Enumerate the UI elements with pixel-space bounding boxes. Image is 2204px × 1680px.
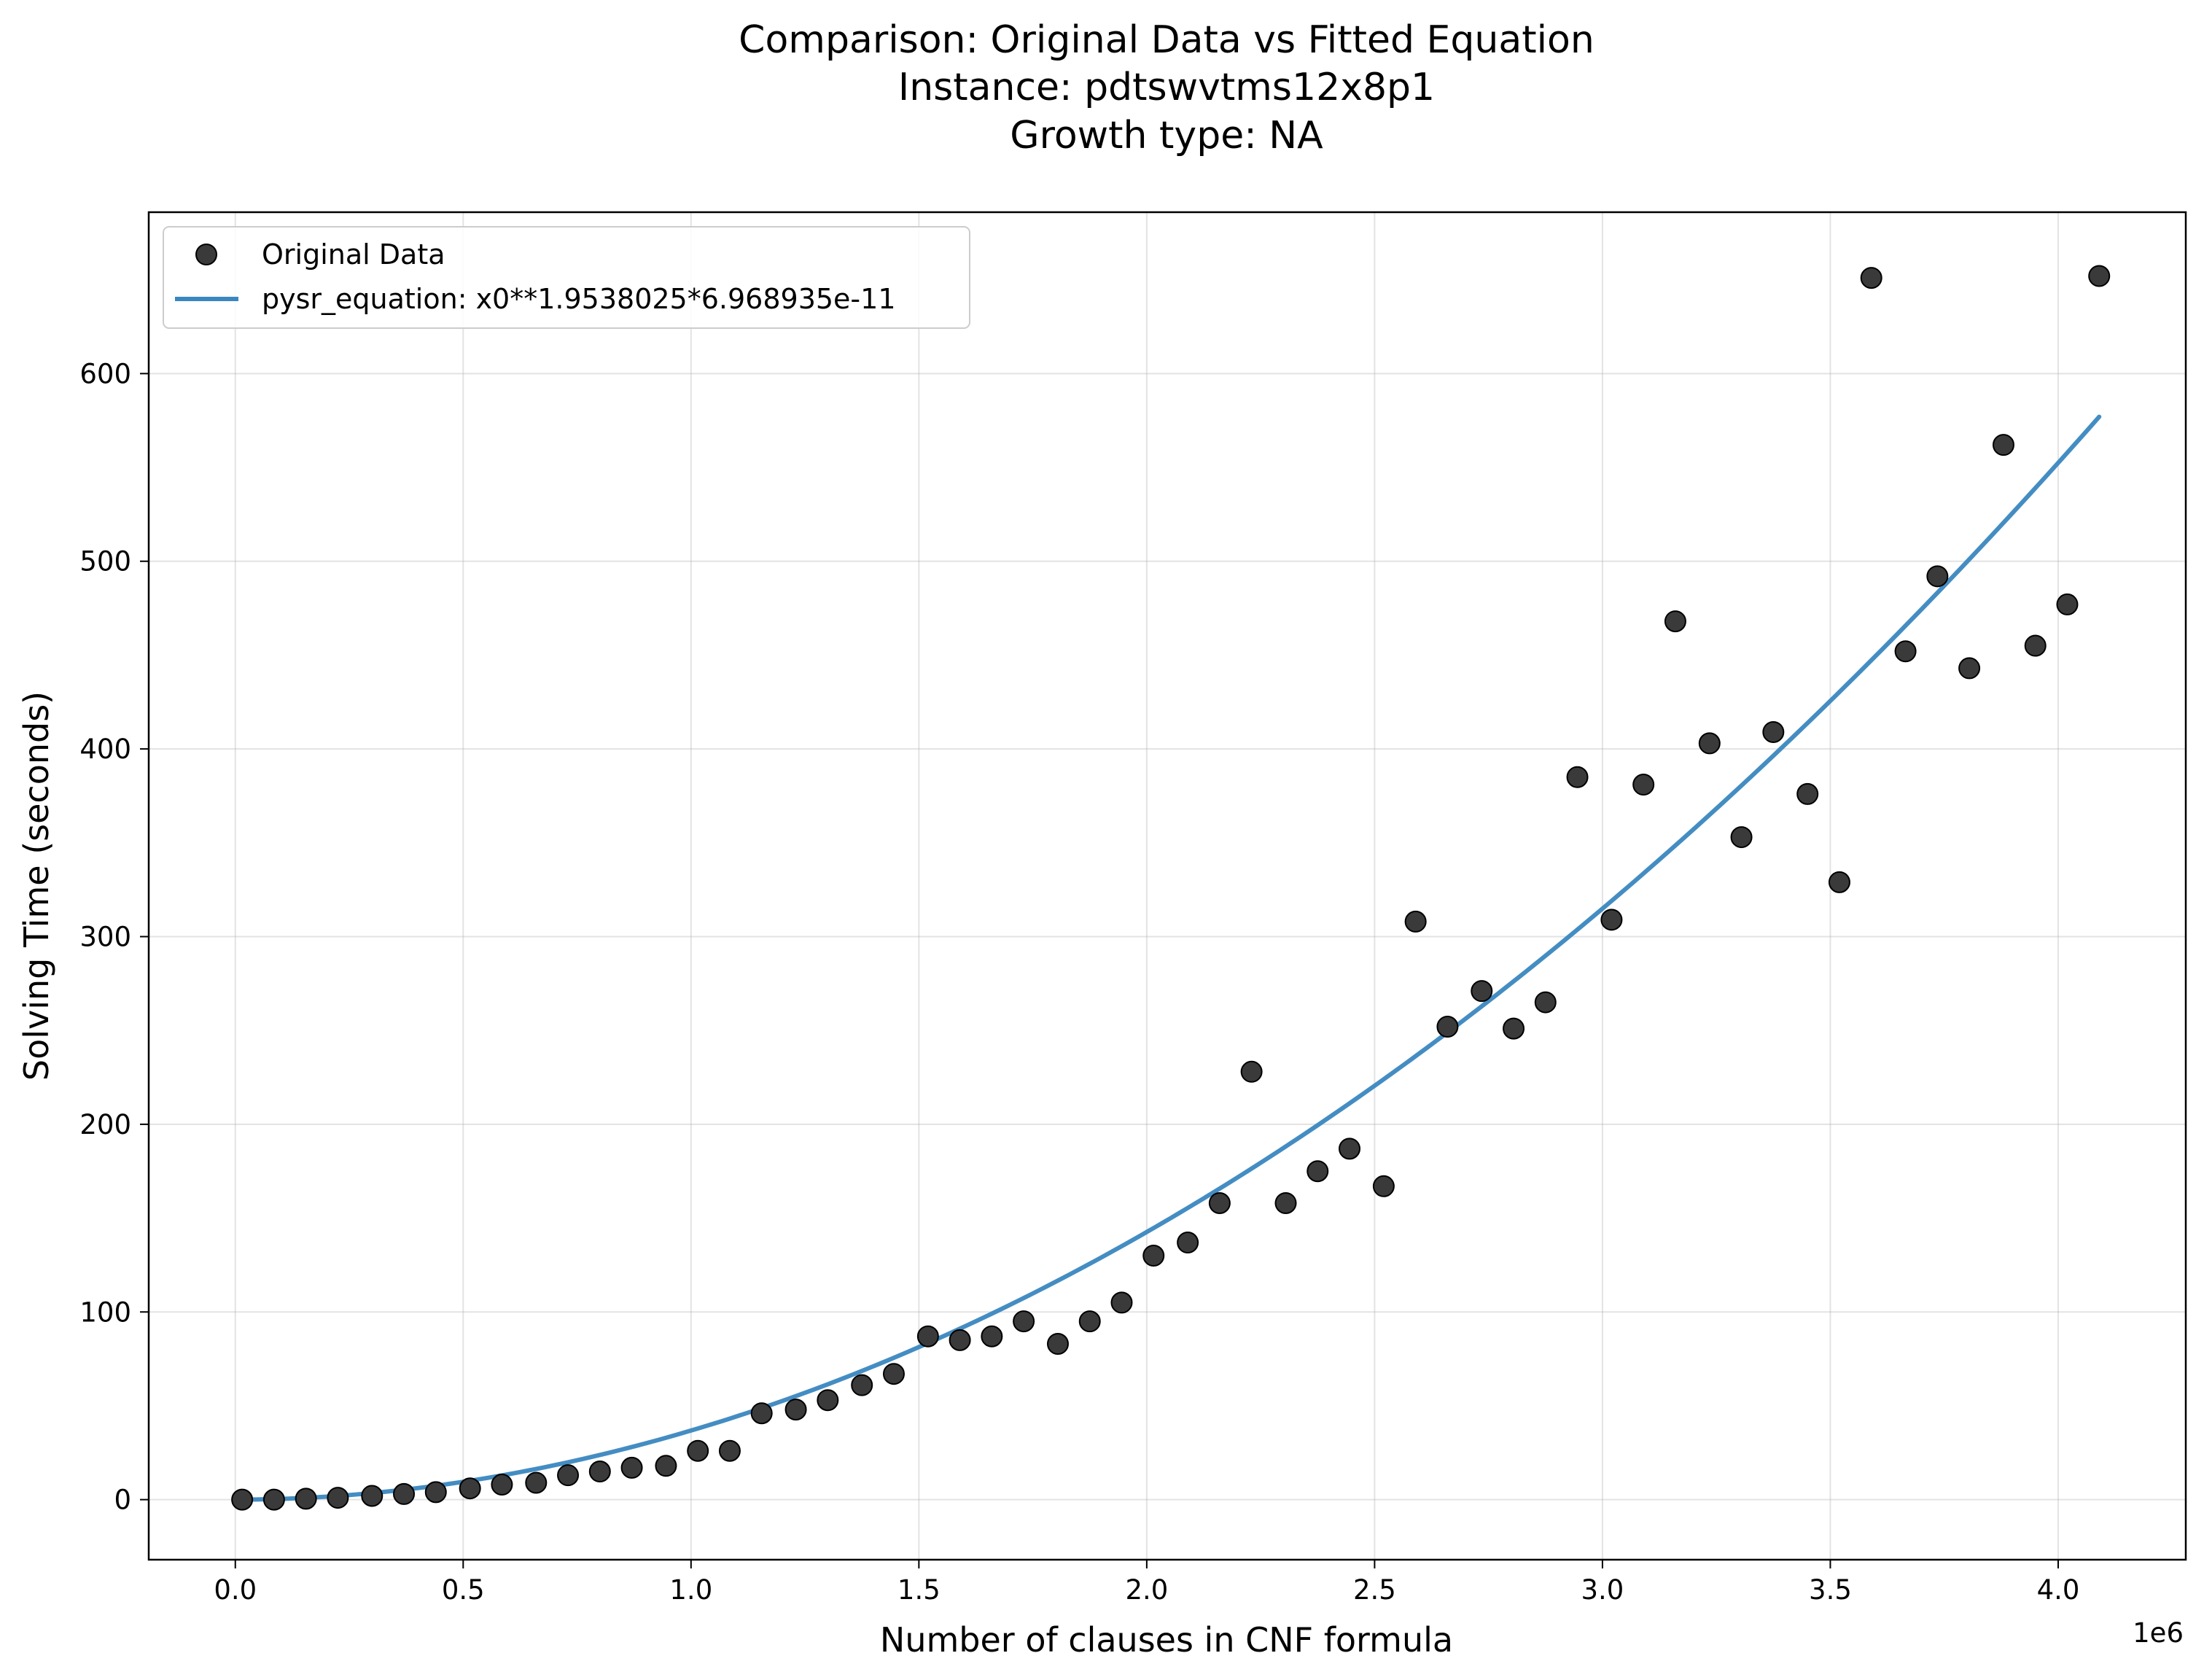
y-axis-label: Solving Time (seconds) — [17, 691, 56, 1081]
data-point — [2088, 265, 2111, 287]
data-point — [916, 1325, 939, 1348]
data-point — [1566, 766, 1589, 788]
data-point — [2024, 634, 2047, 657]
y-tick-label: 0 — [114, 1485, 131, 1516]
data-point — [1762, 720, 1785, 743]
data-point — [718, 1439, 741, 1462]
data-point — [588, 1461, 611, 1483]
data-point — [750, 1402, 773, 1425]
data-point — [1404, 910, 1427, 933]
data-point — [525, 1471, 548, 1494]
data-point — [295, 1488, 317, 1510]
x-tick-label: 0.5 — [442, 1574, 485, 1606]
data-point — [687, 1439, 709, 1462]
data-point — [817, 1389, 839, 1412]
fit-line-layer — [240, 414, 2102, 1502]
y-tick-label: 200 — [79, 1109, 131, 1140]
data-point — [459, 1477, 481, 1500]
y-tick-label: 300 — [79, 921, 131, 952]
x-tick-label: 3.5 — [1809, 1574, 1852, 1606]
data-points — [231, 265, 2111, 1511]
data-point — [1894, 640, 1917, 663]
data-point — [1339, 1138, 1361, 1160]
data-point — [361, 1485, 383, 1507]
data-point — [1992, 434, 2014, 456]
x-tick-label: 0.0 — [214, 1574, 257, 1606]
data-point — [491, 1474, 513, 1496]
x-tick-label: 2.5 — [1353, 1574, 1396, 1606]
data-point — [784, 1399, 807, 1421]
data-point — [1307, 1160, 1329, 1183]
y-tick-label: 600 — [79, 358, 131, 389]
data-point — [231, 1488, 254, 1511]
legend-box — [163, 226, 970, 329]
data-point — [1240, 1060, 1263, 1083]
x-axis-label: Number of clauses in CNF formula — [880, 1620, 1453, 1660]
data-point — [949, 1329, 971, 1351]
data-point — [1926, 565, 1949, 588]
data-point — [2056, 593, 2079, 615]
chart-title-line-3: Growth type: NA — [1010, 114, 1323, 158]
data-point — [1013, 1310, 1035, 1333]
x-axis-offset-label: 1e6 — [2133, 1617, 2184, 1649]
data-point — [1471, 980, 1493, 1003]
legend-label-original-data: Original Data — [262, 238, 445, 271]
x-tick-label: 1.5 — [897, 1574, 941, 1606]
data-point — [1142, 1245, 1165, 1267]
x-tick-label: 1.0 — [669, 1574, 712, 1606]
data-point — [1078, 1310, 1101, 1333]
data-point — [1372, 1175, 1395, 1197]
data-point — [1730, 826, 1753, 849]
x-axis-ticks: 0.0 0.5 1.0 1.5 2.0 2.5 3.0 3.5 4.0 — [214, 1560, 2079, 1606]
plot-area-frame — [147, 211, 2187, 1561]
data-point — [1664, 610, 1686, 633]
data-point — [1274, 1191, 1297, 1214]
data-point — [1698, 732, 1721, 755]
legend-marker-original-data — [195, 244, 217, 265]
data-point — [1632, 774, 1655, 796]
data-point — [1046, 1333, 1069, 1356]
data-point — [981, 1325, 1003, 1348]
data-point — [1796, 782, 1819, 805]
legend: Original Data pysr_equation: x0**1.95380… — [163, 226, 970, 329]
chart-title-line-2: Instance: pdtswvtms12x8p1 — [898, 66, 1435, 109]
data-point — [1208, 1191, 1231, 1214]
fit-line — [240, 414, 2102, 1502]
data-point — [1177, 1232, 1199, 1254]
data-point — [1503, 1017, 1525, 1040]
grid-lines — [149, 212, 2186, 1560]
y-axis-ticks: 0 100 200 300 400 500 600 — [79, 358, 149, 1516]
data-point — [620, 1456, 643, 1479]
data-point — [262, 1488, 285, 1511]
data-point — [557, 1464, 580, 1487]
data-point — [424, 1481, 447, 1504]
chart-title-line-1: Comparison: Original Data vs Fitted Equa… — [739, 18, 1594, 62]
data-point — [882, 1363, 905, 1385]
legend-label-fit-line: pysr_equation: x0**1.9538025*6.968935e-1… — [262, 283, 896, 315]
data-point — [655, 1455, 677, 1477]
data-point — [393, 1482, 416, 1505]
x-tick-label: 2.0 — [1125, 1574, 1168, 1606]
x-tick-label: 3.0 — [1581, 1574, 1624, 1606]
chart-title: Comparison: Original Data vs Fitted Equa… — [739, 18, 1594, 158]
data-point — [327, 1487, 349, 1509]
data-point — [851, 1374, 873, 1396]
y-tick-label: 400 — [79, 734, 131, 765]
y-tick-label: 500 — [79, 546, 131, 578]
data-point — [1600, 909, 1623, 931]
data-point — [1828, 871, 1850, 893]
y-tick-label: 100 — [79, 1296, 131, 1328]
data-point — [1436, 1016, 1459, 1038]
data-point — [1534, 991, 1557, 1014]
data-point — [1860, 267, 1882, 289]
x-tick-label: 4.0 — [2037, 1574, 2080, 1606]
data-point — [1958, 657, 1981, 680]
data-point — [1110, 1291, 1133, 1314]
